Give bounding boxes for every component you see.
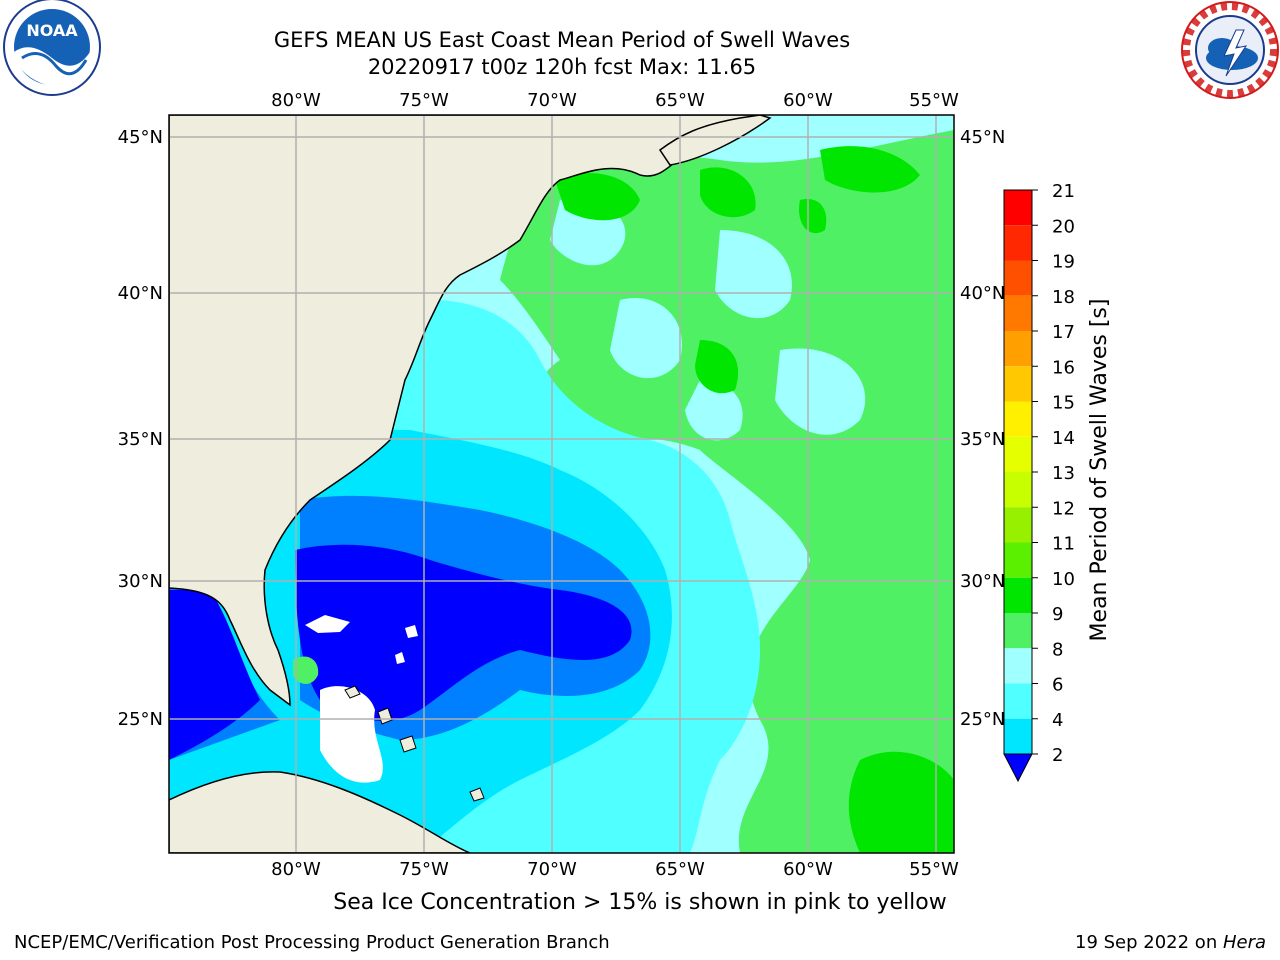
colorbar-tick-label: 13 xyxy=(1052,463,1075,484)
lat-label-left: 40°N xyxy=(118,283,163,304)
colorbar-tick-label: 15 xyxy=(1052,393,1075,414)
lat-label-right: 25°N xyxy=(960,709,1005,730)
footer-date-text: 19 Sep 2022 on xyxy=(1075,932,1223,953)
nws-logo xyxy=(1181,1,1279,99)
colorbar-tick-label: 9 xyxy=(1052,604,1063,625)
colorbar-extension xyxy=(1003,753,1033,783)
colorbar-tick-label: 17 xyxy=(1052,322,1075,343)
map-subtitle: 20220917 t00z 120h fcst Max: 11.65 xyxy=(367,55,757,79)
lat-label-left: 30°N xyxy=(118,571,163,592)
lat-label-right: 40°N xyxy=(960,283,1005,304)
colorbar-tick-label: 21 xyxy=(1052,181,1075,202)
lat-label-right: 30°N xyxy=(960,571,1005,592)
colorbar-tick-label: 19 xyxy=(1052,252,1075,273)
lon-label-bottom: 55°W xyxy=(909,859,959,880)
lat-label-left: 25°N xyxy=(118,709,163,730)
colorbar-segment xyxy=(1004,225,1032,261)
colorbar-tick-label: 20 xyxy=(1052,216,1075,237)
colorbar-tick-label: 16 xyxy=(1052,357,1075,378)
noaa-logo-text: NOAA xyxy=(26,21,78,40)
footer-machine: Hera xyxy=(1222,932,1266,953)
lon-label-top: 75°W xyxy=(399,90,449,111)
lon-label-bottom: 60°W xyxy=(783,859,833,880)
colorbar-segment xyxy=(1004,260,1032,296)
colorbar-tick-label: 4 xyxy=(1052,710,1063,731)
colorbar-tick-label: 14 xyxy=(1052,428,1075,449)
colorbar-segment xyxy=(1004,436,1032,472)
colorbar-tick-label: 8 xyxy=(1052,639,1063,660)
lon-label-top: 65°W xyxy=(655,90,705,111)
lon-label-top: 70°W xyxy=(527,90,577,111)
lon-label-top: 60°W xyxy=(783,90,833,111)
map-title: GEFS MEAN US East Coast Mean Period of S… xyxy=(273,28,851,52)
lon-label-bottom: 75°W xyxy=(399,859,449,880)
colorbar-segment xyxy=(1004,683,1032,719)
colorbar-segment xyxy=(1004,648,1032,684)
colorbar-segment xyxy=(1004,190,1032,226)
noaa-logo: NOAA xyxy=(3,0,101,96)
colorbar-segment xyxy=(1004,542,1032,578)
colorbar-segment xyxy=(1004,366,1032,402)
colorbar-segment xyxy=(1004,401,1032,437)
colorbar xyxy=(1003,189,1033,783)
lon-label-bottom: 65°W xyxy=(655,859,705,880)
lat-label-right: 35°N xyxy=(960,429,1005,450)
footer-credit: NCEP/EMC/Verification Post Processing Pr… xyxy=(14,932,610,953)
colorbar-tick-label: 10 xyxy=(1052,569,1075,590)
lon-label-bottom: 70°W xyxy=(527,859,577,880)
colorbar-tick-label: 18 xyxy=(1052,287,1075,308)
colorbar-segment xyxy=(1004,295,1032,331)
lat-label-right: 45°N xyxy=(960,127,1005,148)
colorbar-segment xyxy=(1004,718,1032,754)
colorbar-tick-label: 2 xyxy=(1052,745,1063,766)
colorbar-segment xyxy=(1004,577,1032,613)
colorbar-tick-label: 11 xyxy=(1052,534,1075,555)
colorbar-label: Mean Period of Swell Waves [s] xyxy=(1087,299,1112,642)
colorbar-segment xyxy=(1004,613,1032,649)
footer-date: 19 Sep 2022 on Hera xyxy=(1075,932,1266,953)
colorbar-segment xyxy=(1004,331,1032,367)
colorbar-tick-label: 6 xyxy=(1052,675,1063,696)
lon-label-bottom: 80°W xyxy=(271,859,321,880)
lon-label-top: 55°W xyxy=(909,90,959,111)
map-canvas xyxy=(169,115,954,853)
colorbar-tick-label: 12 xyxy=(1052,498,1075,519)
lat-label-left: 45°N xyxy=(118,127,163,148)
map-frame xyxy=(168,114,955,854)
lat-label-left: 35°N xyxy=(118,429,163,450)
sea-ice-note: Sea Ice Concentration > 15% is shown in … xyxy=(333,890,947,915)
lon-label-top: 80°W xyxy=(271,90,321,111)
colorbar-segment xyxy=(1004,472,1032,508)
colorbar-segment xyxy=(1004,507,1032,543)
